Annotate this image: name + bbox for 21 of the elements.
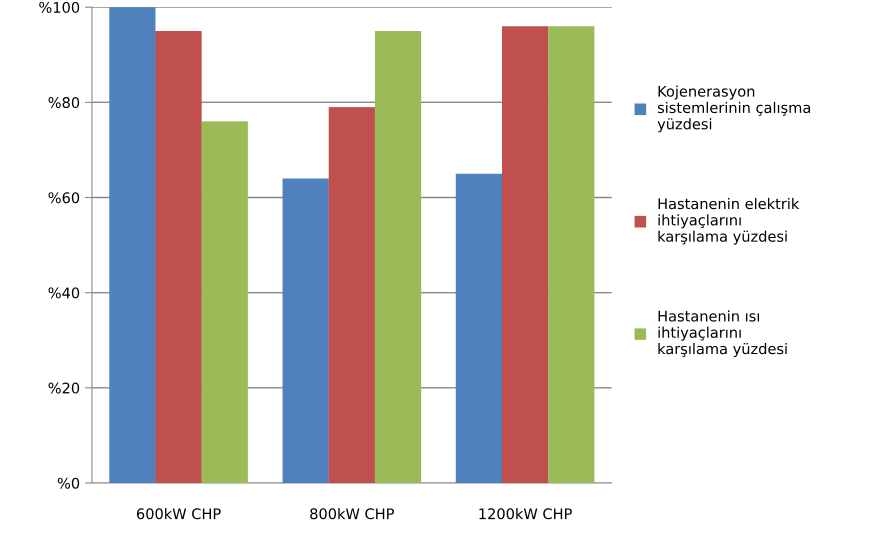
bar [282,178,329,483]
bar [328,107,375,483]
legend-label: Hastanenin ısı ihtiyaçlarını karşılama yüzdesi [658,310,787,358]
legend-label: Hastanenin elektrik ihtiyaçlarını karşılama yüzdesi [658,198,800,245]
bar [456,174,502,483]
bar [502,26,548,483]
y-tick-label: %40 [48,287,80,298]
bar [109,7,156,483]
x-tick-label: 1200kW CHP [479,508,572,520]
y-tick-label: %100 [39,2,80,13]
legend-label: Kojenerasyon sistemlerinin çalışma yüzdesi [658,86,810,132]
bar [155,30,202,483]
y-tick-label: %20 [48,382,80,394]
x-tick-label: 800kW CHP [310,508,394,520]
y-tick-label: %60 [48,192,80,204]
x-tick-label: 600kW CHP [136,508,221,520]
bar [202,121,248,483]
y-tick-label: %0 [58,478,80,489]
bar [374,30,422,483]
bar [548,26,594,483]
y-tick-label: %80 [48,97,80,108]
